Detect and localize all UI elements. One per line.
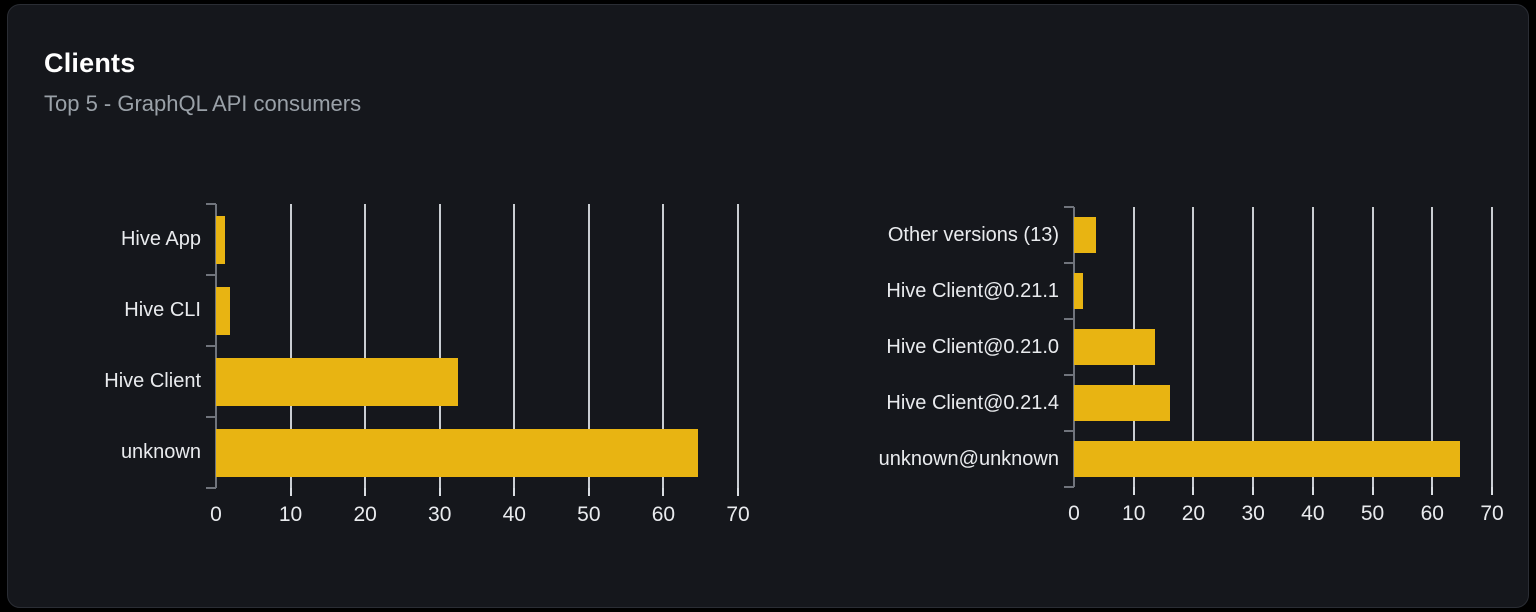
bar[interactable]: [1074, 329, 1155, 365]
bar[interactable]: [216, 215, 225, 264]
y-axis-tick: [1064, 486, 1074, 488]
y-axis-tick: [206, 345, 216, 347]
x-axis-tick: [1371, 487, 1374, 495]
x-tick-label: 30: [428, 503, 452, 526]
bar[interactable]: [1074, 385, 1171, 421]
x-tick-label: 0: [210, 503, 222, 526]
x-tick-label: 0: [1068, 502, 1080, 525]
x-tick-label: 70: [726, 503, 750, 526]
clients-panel: Clients Top 5 - GraphQL API consumers Hi…: [7, 4, 1529, 608]
x-tick-label: 60: [651, 503, 676, 526]
client-versions-bar-chart: Other versions (13) Hive Client@0.21.1 Hiv…: [839, 206, 1504, 525]
category-label: Hive Client@0.21.1: [886, 279, 1059, 302]
gridline: [289, 204, 292, 488]
panel-title: Clients: [44, 48, 136, 78]
y-axis-tick: [206, 416, 216, 418]
gridline: [1431, 207, 1434, 487]
gridline: [662, 204, 665, 488]
y-axis-tick: [206, 203, 216, 205]
x-axis-tick: [1431, 487, 1434, 495]
x-tick-label: 50: [577, 503, 601, 526]
y-axis-line: [215, 204, 217, 488]
x-axis-tick: [737, 488, 739, 496]
x-axis-tick: [1252, 487, 1255, 495]
gridline: [1192, 207, 1195, 487]
category-label: Hive Client@0.21.4: [886, 391, 1059, 414]
category-label: Other versions (13): [887, 223, 1059, 246]
x-tick-label: 10: [278, 503, 303, 526]
gridline: [364, 204, 367, 488]
clients-bar-chart: Hive App Hive CLI Hive Client unknown 0 10 20 3…: [96, 203, 750, 526]
gridline: [1491, 207, 1493, 487]
gridline: [1371, 207, 1374, 487]
x-axis-tick: [587, 488, 590, 496]
y-axis-tick: [206, 487, 216, 489]
x-tick-label: 30: [1241, 502, 1265, 525]
panel-header: Clients Top 5 - GraphQL API consumers: [44, 48, 362, 117]
x-axis-tick: [662, 488, 665, 496]
category-label: Hive Client: [104, 370, 201, 392]
y-axis-tick: [1064, 318, 1074, 320]
x-tick-label: 40: [502, 503, 526, 526]
plot-area: 0 10 20 30 40 50 60 70: [206, 203, 750, 526]
gridline: [438, 204, 441, 488]
bar[interactable]: [216, 286, 231, 335]
x-axis-tick: [513, 488, 516, 496]
panel-subtitle: Top 5 - GraphQL API consumers: [44, 90, 362, 116]
x-tick-label: 50: [1360, 502, 1385, 525]
x-axis-tick: [289, 488, 292, 496]
y-axis-tick: [1064, 430, 1074, 432]
y-axis-tick: [1064, 262, 1074, 264]
x-tick-label: 20: [353, 503, 377, 526]
bar[interactable]: [1074, 441, 1460, 477]
y-axis-tick: [1064, 374, 1074, 376]
x-axis-tick: [1311, 487, 1314, 495]
x-axis-tick: [1192, 487, 1195, 495]
category-label: Hive App: [120, 228, 201, 250]
x-tick-label: 60: [1420, 502, 1444, 525]
gridline: [1311, 207, 1314, 487]
bar[interactable]: [1074, 217, 1097, 253]
category-label: unknown: [120, 441, 201, 463]
bar[interactable]: [216, 357, 459, 406]
gridline: [513, 204, 516, 488]
x-axis-tick: [1491, 487, 1493, 495]
category-label: unknown@unknown: [878, 447, 1059, 470]
x-axis-tick: [1132, 487, 1135, 495]
y-axis-tick: [1064, 206, 1074, 208]
gridline: [737, 204, 739, 488]
x-tick-label: 70: [1480, 502, 1504, 525]
plot-area: 0 10 20 30 40 50 60 70: [1064, 206, 1504, 525]
gridline: [587, 204, 590, 488]
x-tick-label: 10: [1122, 502, 1146, 525]
x-tick-label: 40: [1301, 502, 1325, 525]
category-label: Hive CLI: [124, 299, 201, 321]
category-label: Hive Client@0.21.0: [886, 335, 1059, 358]
x-axis-tick: [438, 488, 441, 496]
bar[interactable]: [216, 428, 698, 477]
gridline: [1252, 207, 1255, 487]
y-axis-tick: [206, 274, 216, 276]
x-axis-tick: [364, 488, 367, 496]
bar[interactable]: [1074, 273, 1083, 309]
x-tick-label: 20: [1181, 502, 1206, 525]
